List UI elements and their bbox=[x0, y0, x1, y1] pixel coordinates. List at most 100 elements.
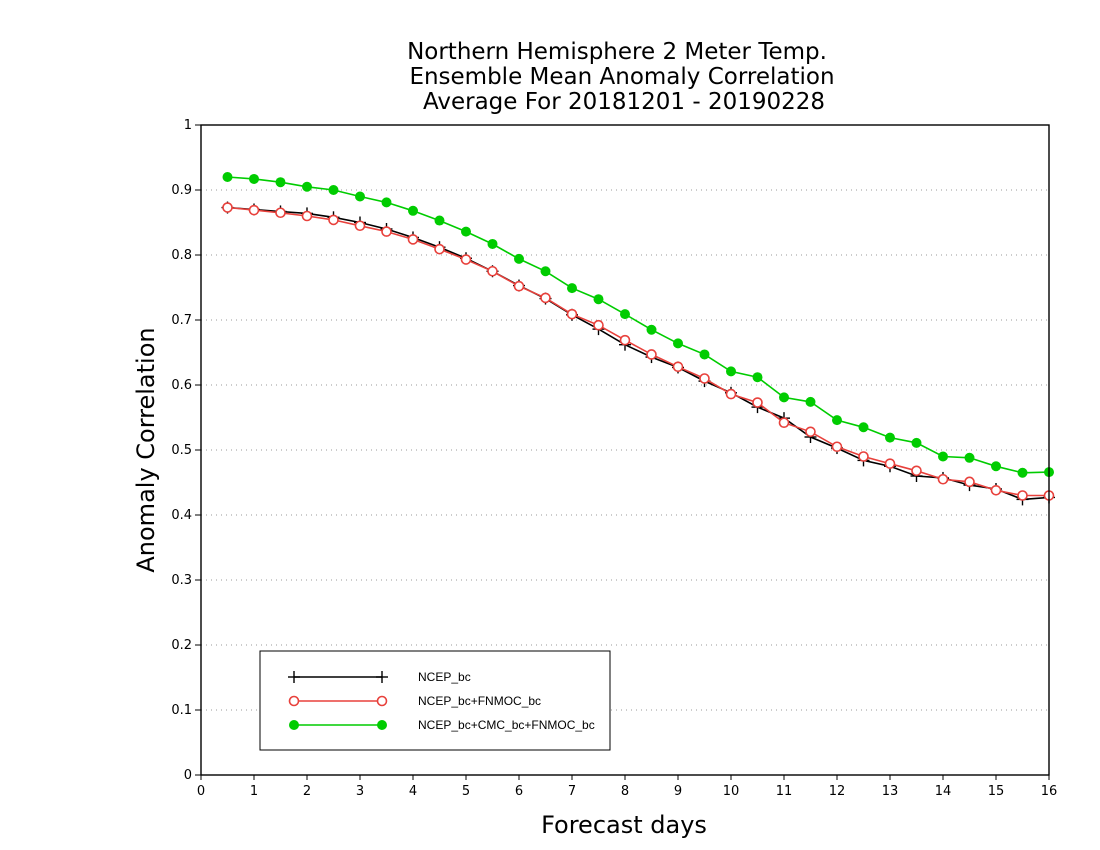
data-point bbox=[248, 204, 260, 216]
data-point bbox=[805, 396, 816, 407]
data-point bbox=[620, 309, 630, 320]
series-ncep-bc-fnmoc-bc bbox=[222, 202, 1055, 501]
y-axis-title: Anomaly Correlation bbox=[132, 327, 160, 572]
y-tick-label: 0.8 bbox=[171, 248, 192, 263]
data-point bbox=[487, 265, 498, 277]
data-point bbox=[381, 197, 392, 208]
y-tick-label: 0.6 bbox=[171, 378, 192, 393]
grid-lines bbox=[201, 189, 1049, 711]
legend-label: NCEP_bc+FNMOC_bc bbox=[418, 694, 541, 708]
legend-marker bbox=[289, 720, 299, 730]
data-point bbox=[752, 397, 763, 408]
data-point bbox=[381, 226, 392, 237]
data-point bbox=[964, 452, 975, 463]
x-tick-label: 4 bbox=[409, 784, 417, 799]
y-tick-label: 1 bbox=[184, 118, 192, 133]
data-point bbox=[673, 338, 683, 349]
data-point bbox=[964, 476, 975, 488]
data-point bbox=[672, 361, 684, 373]
data-point bbox=[222, 202, 233, 213]
data-point bbox=[301, 210, 313, 222]
data-point bbox=[990, 484, 1002, 496]
data-point bbox=[434, 243, 445, 255]
x-tick-label: 13 bbox=[882, 784, 899, 799]
data-point bbox=[752, 372, 763, 383]
data-point bbox=[779, 392, 789, 403]
data-point bbox=[514, 253, 524, 264]
series-ncep-bc-cmc-bc-fnmoc-bc bbox=[222, 172, 1054, 478]
data-point bbox=[646, 349, 657, 360]
x-tick-label: 7 bbox=[568, 784, 576, 799]
x-tick-label: 11 bbox=[776, 784, 793, 799]
data-point bbox=[593, 319, 604, 331]
data-point bbox=[567, 283, 577, 294]
y-tick-label: 0.4 bbox=[171, 508, 192, 523]
chart-title: Northern Hemisphere 2 Meter Temp. Ensemb… bbox=[407, 39, 834, 115]
legend-label: NCEP_bc bbox=[418, 670, 471, 684]
series-ncep-bc bbox=[221, 201, 1055, 506]
data-point bbox=[1017, 490, 1028, 501]
title-line-3: Average For 20181201 - 20190228 bbox=[423, 89, 825, 115]
title-line-2: Ensemble Mean Anomaly Correlation bbox=[409, 64, 834, 90]
data-point bbox=[805, 426, 816, 438]
data-point bbox=[885, 432, 895, 443]
data-point bbox=[513, 280, 525, 292]
data-point bbox=[1017, 467, 1028, 478]
series-line bbox=[227, 206, 1050, 501]
data-point bbox=[831, 441, 843, 453]
axis-ticks: 00.10.20.30.40.50.60.70.80.910 1 2 3 4 5 6 7 8 9 1… bbox=[171, 118, 1057, 799]
x-tick-label: 5 bbox=[462, 784, 470, 799]
x-tick-label: 12 bbox=[829, 784, 846, 799]
legend-marker bbox=[288, 671, 300, 683]
legend-entry: NCEP_bc bbox=[288, 670, 471, 684]
y-tick-label: 0.2 bbox=[171, 638, 192, 653]
x-tick-label: 16 bbox=[1041, 784, 1058, 799]
data-point bbox=[302, 181, 312, 192]
data-series bbox=[221, 172, 1055, 506]
x-tick-label: 2 bbox=[303, 784, 311, 799]
y-tick-label: 0 bbox=[184, 768, 192, 783]
y-tick-label: 0.9 bbox=[171, 183, 192, 198]
legend-marker bbox=[376, 671, 388, 683]
data-point bbox=[858, 422, 869, 433]
data-point bbox=[540, 292, 551, 304]
data-point bbox=[778, 417, 790, 429]
x-tick-label: 1 bbox=[250, 784, 258, 799]
x-tick-label: 15 bbox=[988, 784, 1005, 799]
data-point bbox=[461, 226, 471, 237]
data-point bbox=[355, 191, 365, 202]
data-point bbox=[593, 294, 604, 305]
data-point bbox=[725, 388, 737, 400]
x-tick-label: 8 bbox=[621, 784, 629, 799]
legend-marker bbox=[288, 695, 300, 707]
x-tick-label: 0 bbox=[197, 784, 205, 799]
data-point bbox=[328, 214, 339, 226]
data-point bbox=[434, 215, 445, 226]
legend-label: NCEP_bc+CMC_bc+FNMOC_bc bbox=[418, 718, 595, 732]
data-point bbox=[407, 234, 419, 245]
legend-marker bbox=[377, 720, 387, 730]
data-point bbox=[699, 349, 710, 360]
plot-frame bbox=[200, 124, 1050, 776]
x-axis-title: Forecast days bbox=[541, 811, 707, 839]
data-point bbox=[619, 334, 631, 346]
y-tick-label: 0.1 bbox=[171, 703, 192, 718]
x-tick-label: 3 bbox=[356, 784, 364, 799]
data-point bbox=[249, 173, 259, 184]
legend-entry: NCEP_bc+FNMOC_bc bbox=[288, 694, 541, 708]
data-point bbox=[408, 205, 418, 216]
data-point bbox=[460, 254, 472, 265]
data-point bbox=[911, 465, 922, 477]
data-point bbox=[222, 172, 233, 182]
title-line-1: Northern Hemisphere 2 Meter Temp. bbox=[407, 39, 827, 65]
x-tick-label: 10 bbox=[723, 784, 740, 799]
data-point bbox=[699, 373, 710, 384]
x-tick-label: 14 bbox=[935, 784, 952, 799]
data-point bbox=[646, 324, 657, 335]
y-tick-label: 0.3 bbox=[171, 573, 192, 588]
legend-entry: NCEP_bc+CMC_bc+FNMOC_bc bbox=[289, 718, 595, 732]
data-point bbox=[354, 220, 366, 232]
y-tick-label: 0.5 bbox=[171, 443, 192, 458]
data-point bbox=[275, 207, 286, 219]
